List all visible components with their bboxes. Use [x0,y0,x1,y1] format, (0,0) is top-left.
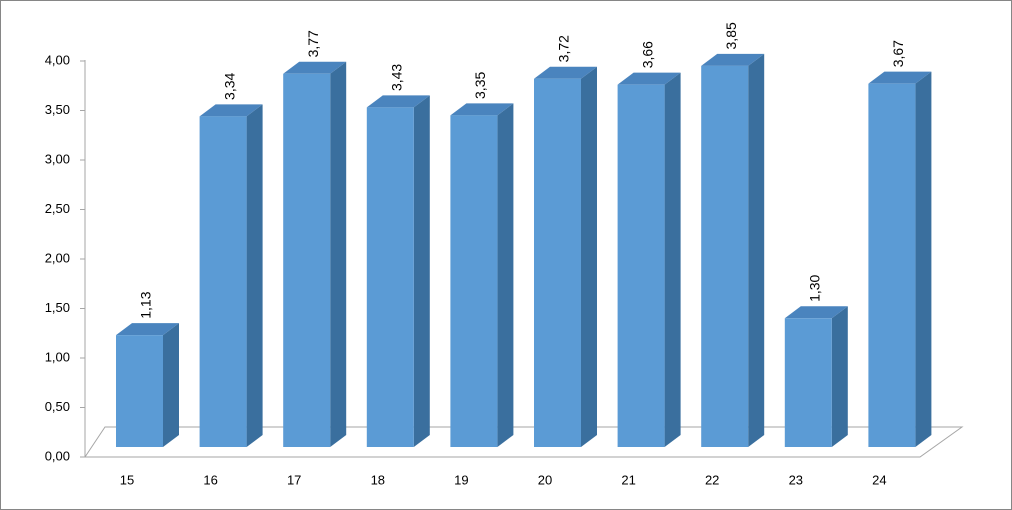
bar-side [497,103,514,447]
value-label: 1,13 [138,291,154,318]
y-tick-label: 3,00 [45,151,70,166]
bar [199,104,263,447]
bar-front [199,116,247,447]
bar-side [748,53,765,447]
bar-front [283,73,331,448]
bar [366,95,430,448]
y-tick-label: 2,00 [45,250,70,265]
y-tick-label: 0,50 [45,399,70,414]
bar-side [330,61,347,448]
x-tick-label: 20 [538,472,552,487]
x-tick-label: 17 [287,472,301,487]
value-label: 1,30 [807,274,823,301]
bar-side [664,72,681,447]
bar-top [199,104,263,117]
bar-side [915,71,932,448]
bar-side [581,66,597,447]
value-label: 3,85 [723,22,739,49]
value-label: 3,43 [389,64,405,91]
bar-side [163,323,179,447]
bar-front [868,83,916,448]
bar-top [116,323,179,336]
bar-top [534,66,597,79]
bar [534,66,597,447]
x-tick-label: 22 [705,472,719,487]
x-tick-label: 15 [120,472,134,487]
bar-front [450,115,498,447]
bar [784,306,848,447]
bar [868,71,932,448]
bar-top [617,72,681,85]
bar-front [617,84,665,447]
bar [116,323,179,447]
bar-side [831,306,848,447]
bar [450,103,514,447]
value-label: 3,66 [639,41,655,68]
bar-front [701,65,749,447]
y-tick-label: 3,50 [45,102,70,117]
bar-front [116,335,163,447]
floor [84,426,964,458]
bar-side [413,95,430,448]
bar-front [366,107,414,448]
value-label: 3,72 [556,35,572,62]
x-tick-label: 16 [203,472,217,487]
bar [701,53,765,447]
bar-front [784,318,832,447]
x-tick-label: 24 [872,472,886,487]
bar-top [868,71,932,84]
value-label: 3,77 [305,30,321,57]
y-tick-label: 0,00 [45,448,70,463]
y-tick-label: 4,00 [45,52,70,67]
value-label: 3,67 [890,40,906,67]
x-tick-label: 19 [454,472,468,487]
x-tick-label: 21 [621,472,635,487]
y-tick-label: 1,50 [45,300,70,315]
bar [617,72,681,447]
y-tick-label: 2,50 [45,201,70,216]
x-tick-label: 18 [371,472,385,487]
bar [283,61,347,448]
bar-side [246,104,263,447]
bar-top [450,103,514,116]
x-tick-label: 23 [789,472,803,487]
bar-top [784,306,848,319]
bar-top [366,95,430,108]
y-tick-label: 1,00 [45,349,70,364]
bar-top [283,61,347,74]
bar-front [534,78,581,447]
bar-top [701,53,765,66]
value-label: 3,35 [472,72,488,99]
value-label: 3,34 [221,73,237,100]
